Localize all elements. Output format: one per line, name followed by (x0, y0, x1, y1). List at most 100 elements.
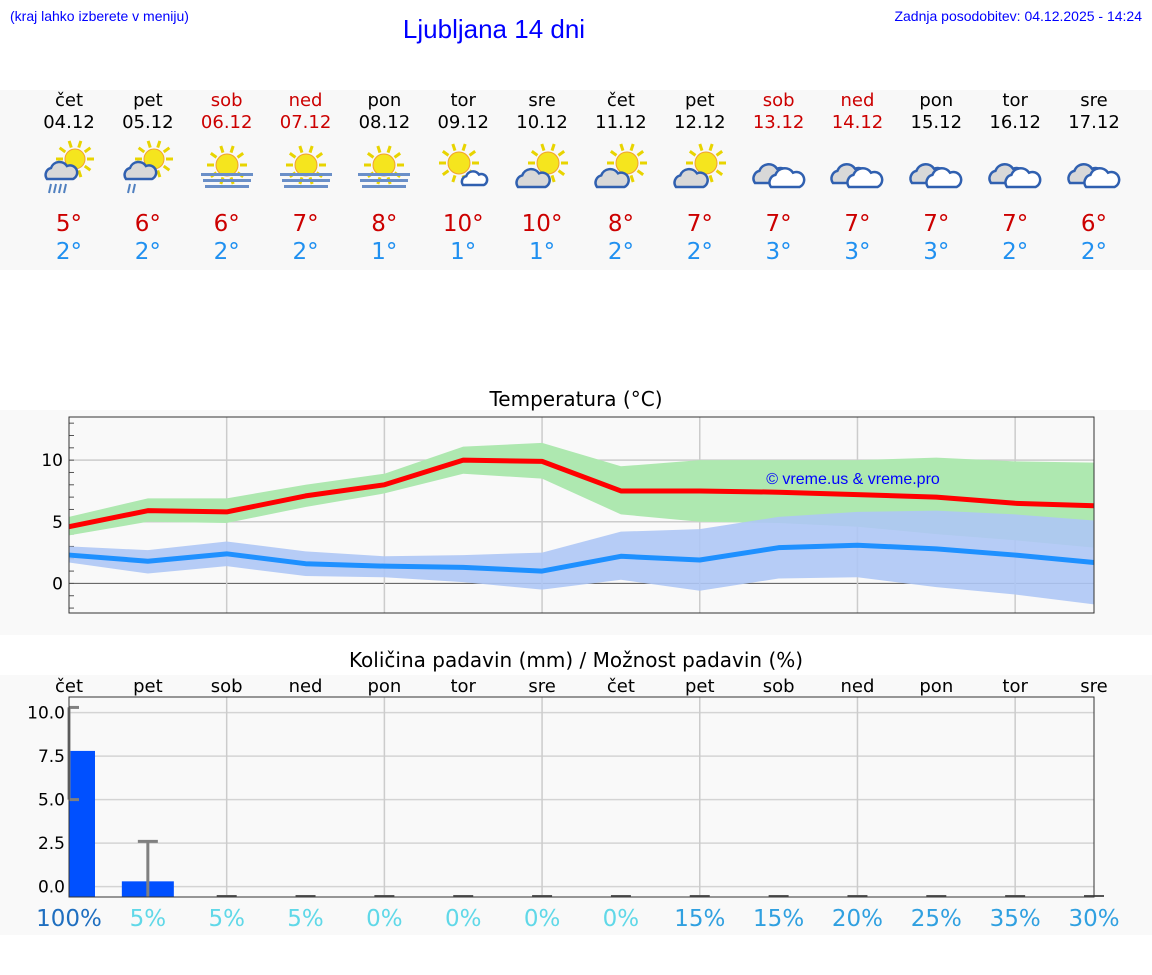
max-temp: 10° (521, 211, 563, 237)
max-temp: 8° (371, 211, 398, 237)
x-day-label: sre (528, 676, 555, 697)
y-tick-label: 10 (41, 451, 63, 471)
max-temp: 7° (844, 211, 871, 237)
y-tick-label: 2.5 (38, 834, 65, 854)
max-temp: 5° (55, 211, 83, 237)
x-day-label: čet (55, 676, 83, 697)
day-date: 16.12 (989, 112, 1041, 133)
day-date: 14.12 (831, 112, 884, 133)
day-column[interactable]: čet 04.12 5° 2° (30, 90, 109, 266)
day-date: 15.12 (910, 112, 963, 133)
precip-probability: 5% (130, 906, 167, 932)
day-column[interactable]: čet 11.12 8° 2° (581, 90, 660, 266)
x-day-label: pet (133, 676, 163, 697)
cloudy-icon (751, 163, 806, 189)
precip-probability: 15% (753, 906, 804, 932)
day-column[interactable]: sob 13.12 7° 3° (739, 90, 818, 266)
day-name: tor (1002, 90, 1028, 111)
precip-probability: 0% (524, 906, 561, 932)
x-day-label: pon (367, 676, 401, 697)
max-temp: 7° (1002, 211, 1029, 237)
day-date: 06.12 (200, 112, 253, 133)
day-name: sob (762, 90, 795, 111)
min-temp: 1° (528, 239, 556, 265)
day-name: tor (450, 90, 476, 111)
precip-probability: 5% (287, 906, 324, 932)
min-temp: 2° (55, 239, 83, 265)
day-date: 04.12 (43, 112, 95, 133)
precip-probability: 5% (208, 906, 245, 932)
max-temp: 10° (442, 211, 484, 237)
min-temp: 1° (371, 239, 398, 265)
day-name: ned (288, 90, 323, 111)
fog-sun-icon (358, 145, 411, 188)
x-day-label: sre (1080, 676, 1107, 697)
rain-partly-sunny-icon (44, 140, 94, 194)
day-column[interactable]: ned 14.12 7° 3° (818, 90, 897, 266)
x-day-label: pon (919, 676, 953, 697)
x-day-label: ned (289, 676, 323, 697)
y-tick-label: 0.0 (38, 878, 65, 898)
day-name: sob (210, 90, 243, 111)
day-date: 17.12 (1068, 112, 1120, 133)
min-temp: 2° (1080, 239, 1108, 265)
max-temp: 6° (134, 211, 161, 237)
precip-probability: 0% (366, 906, 403, 932)
fog-sun-icon (200, 145, 253, 188)
day-column[interactable]: pet 12.12 7° 2° (660, 90, 739, 266)
max-temp: 7° (686, 211, 713, 237)
y-tick-label: 0 (52, 574, 63, 594)
day-date: 07.12 (279, 112, 332, 133)
x-day-label: ned (841, 676, 875, 697)
max-temp: 7° (765, 211, 792, 237)
day-date: 12.12 (674, 112, 726, 133)
x-day-label: pet (685, 676, 715, 697)
min-temp: 3° (844, 239, 871, 265)
day-column[interactable]: tor 16.12 7° 2° (976, 90, 1055, 266)
day-column[interactable]: pet 05.12 6° 2° (108, 90, 187, 266)
min-temp: 2° (686, 239, 713, 265)
temperature-chart: 0 5 10 © vreme.us & vreme.pro (41, 416, 1095, 614)
day-column[interactable]: sre 17.12 6° 2° (1055, 90, 1134, 266)
x-day-label: sob (763, 676, 795, 697)
plot-frame (68, 696, 1095, 898)
max-temp-line (68, 457, 1095, 530)
day-name: čet (606, 90, 635, 111)
day-name: sre (1080, 90, 1108, 111)
day-column[interactable]: sre 10.12 10° 1° (503, 90, 582, 266)
y-tick-label: 10.0 (27, 704, 65, 724)
day-date: 10.12 (516, 112, 568, 133)
min-temp: 2° (1002, 239, 1029, 265)
day-column[interactable]: sob 06.12 6° 2° (187, 90, 266, 266)
partly-cloudy-icon (673, 143, 726, 189)
location-hint[interactable]: (kraj lahko izberete v meniju) (10, 8, 189, 24)
day-name: ned (840, 90, 875, 111)
day-date: 13.12 (752, 112, 805, 133)
page-title: Ljubljana 14 dni (402, 14, 586, 44)
precip-probability: 0% (603, 906, 640, 932)
precip-probability: 15% (674, 906, 725, 932)
day-name: pet (684, 90, 715, 111)
cloudy-icon (1067, 163, 1121, 189)
x-day-label: čet (607, 676, 635, 697)
max-temp: 7° (923, 211, 950, 237)
light-rain-partly-sunny-icon (123, 140, 173, 194)
precip-probability: 30% (1068, 906, 1119, 932)
x-day-label: tor (450, 676, 476, 697)
cloudy-icon (909, 163, 963, 189)
day-column[interactable]: tor 09.12 10° 1° (424, 90, 503, 266)
x-day-label: sob (211, 676, 243, 697)
partly-cloudy-icon (594, 143, 647, 189)
day-column[interactable]: pon 08.12 8° 1° (345, 90, 424, 266)
day-date: 05.12 (122, 112, 174, 133)
day-column[interactable]: ned 07.12 7° 2° (266, 90, 345, 266)
min-temp: 3° (923, 239, 950, 265)
min-temp-line (68, 542, 1095, 574)
day-name: čet (54, 90, 84, 111)
y-tick-label: 7.5 (38, 747, 65, 767)
fog-sun-icon (279, 145, 332, 188)
plot-frame (68, 416, 1095, 614)
day-column[interactable]: pon 15.12 7° 3° (897, 90, 976, 266)
min-temp: 2° (292, 239, 319, 265)
day-name: pet (133, 90, 163, 111)
